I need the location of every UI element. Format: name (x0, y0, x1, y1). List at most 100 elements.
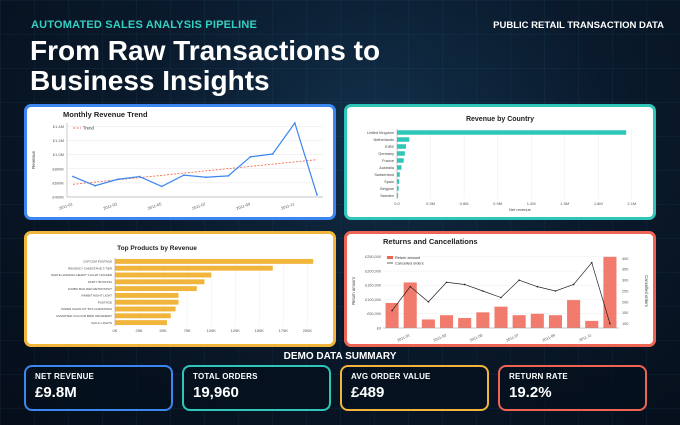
return-bar (403, 282, 417, 328)
product-bar (115, 258, 314, 264)
x-tick-label: 0.3M (426, 201, 435, 206)
data-point (427, 301, 430, 303)
y-tick-label: REGENCY CAKESTAND 3 TIER (68, 266, 113, 270)
y-tick-label: £250,000 (365, 255, 381, 259)
y-tick-label: £150,000 (365, 284, 381, 288)
data-point (160, 185, 163, 188)
product-bar (115, 265, 273, 271)
country-bar (397, 179, 400, 184)
product-bar (115, 320, 167, 326)
return-bar (385, 302, 399, 328)
kpi-card-net-revenue: NET REVENUE £9.8M (24, 365, 173, 411)
monthly-revenue-chart: Monthly Revenue Trend £400K £600K £800K £1.0… (31, 110, 323, 211)
x-tick-label: 175K (279, 328, 289, 333)
y-tick-label: £1.4M (53, 124, 64, 129)
y2-tick-label: 200 (622, 300, 628, 304)
data-point (316, 193, 318, 196)
kpi-value: 19,960 (193, 384, 239, 401)
x-tick-label: 2011-03 (102, 201, 118, 211)
country-bar (397, 151, 405, 156)
data-point (138, 175, 141, 178)
data-point (293, 122, 296, 124)
return-bar (512, 315, 526, 328)
product-bar (115, 286, 197, 292)
data-point (72, 175, 74, 178)
data-point (116, 178, 119, 181)
y-tick-label: £600K (52, 180, 64, 185)
kpi-value: £489 (351, 384, 385, 401)
x-tick-label: 200K (303, 328, 313, 333)
x-tick-label: 50K (160, 328, 167, 333)
product-bar (115, 299, 179, 305)
chart-title: Revenue by Country (466, 116, 534, 123)
x-tick-label: 2011-09 (236, 201, 252, 211)
y-tick-label: POSTAGE (98, 300, 112, 304)
data-point (482, 290, 484, 292)
kpi-card-total-orders: TOTAL ORDERS 19,960 (182, 365, 331, 411)
y-axis-label: Revenue (31, 150, 36, 169)
country-bar (397, 137, 410, 142)
country-bar (397, 130, 627, 135)
legend-label: Cancelled orders (395, 262, 424, 266)
data-point (572, 283, 575, 286)
x-tick-label: 0.0 (394, 201, 400, 206)
product-bar (115, 306, 176, 312)
y-tick-label: WHITE HANGING HEART T-LIGHT HOLDER (51, 273, 113, 277)
data-point (409, 285, 412, 288)
y2-tick-label: 100 (622, 322, 628, 326)
x-tick-label: 0.9M (493, 201, 502, 206)
data-point (445, 281, 448, 284)
x-tick-label: 2011-01 (397, 333, 411, 342)
x-tick-label: 2011-03 (433, 333, 447, 342)
product-bar (115, 272, 212, 278)
y-tick-label: £0 (377, 326, 381, 330)
y2-tick-label: 300 (622, 279, 628, 283)
top-products-chart: Top Products by Revenue 0K 25K 50K 75K 100K 12… (51, 245, 314, 333)
y2-tick-label: 250 (622, 289, 628, 293)
revenue-line (72, 121, 318, 196)
x-tick-label: 150K (255, 328, 265, 333)
pipeline-kicker: AUTOMATED SALES ANALYSIS PIPELINE (31, 19, 258, 31)
y-tick-label: Spain (384, 180, 394, 184)
y2-axis-label: Cancelled orders (644, 275, 649, 307)
y-tick-label: Belgium (380, 187, 394, 191)
product-bar (115, 292, 179, 298)
revenue-by-country-panel: Revenue by Country 0.0 0.3M 0.6M 0.9M 1.2M 1.5… (344, 104, 656, 220)
x-tick-label: 100K (207, 328, 217, 333)
legend-swatch (387, 256, 393, 259)
y-tick-label: Netherlands (374, 138, 395, 142)
x-tick-label: 125K (231, 328, 241, 333)
x-tick-label: 2011-07 (191, 201, 207, 211)
return-bar (548, 315, 562, 328)
data-point (536, 285, 539, 288)
returns-cancellations-chart: Returns and Cancellations £0 £50,000 £100,0… (351, 237, 649, 343)
kpi-label: AVG ORDER VALUE (351, 372, 431, 381)
product-bar (115, 279, 205, 285)
x-tick-label: 0K (113, 328, 118, 333)
country-bar (397, 144, 406, 149)
y2-tick-label: 150 (622, 311, 628, 315)
data-point (609, 322, 611, 325)
kpi-label: TOTAL ORDERS (193, 372, 258, 381)
data-point (463, 283, 466, 286)
chart-title: Returns and Cancellations (383, 237, 478, 246)
legend-label: Return amount (395, 256, 421, 260)
y-tick-label: EIRE (385, 145, 394, 149)
data-source-label: PUBLIC RETAIL TRANSACTION DATA (493, 20, 664, 31)
data-point (271, 153, 274, 155)
x-tick-label: 2011-01 (58, 201, 74, 211)
x-tick-label: 2011-05 (147, 201, 163, 211)
country-bar (397, 193, 399, 198)
x-tick-label: 1.2M (527, 201, 536, 206)
y2-tick-label: 400 (622, 257, 628, 261)
country-bar (397, 186, 399, 191)
return-bar (440, 315, 454, 328)
x-tick-label: 2.1M (627, 201, 636, 206)
y-tick-label: DOTCOM POSTAGE (84, 260, 112, 264)
kpi-label: NET REVENUE (35, 372, 95, 381)
y-tick-label: £200,000 (365, 269, 381, 273)
trend-line (72, 159, 318, 185)
x-tick-label: 25K (135, 328, 142, 333)
top-products-panel: Top Products by Revenue 0K 25K 50K 75K 100K 12… (24, 231, 336, 347)
monthly-revenue-panel: Monthly Revenue Trend £400K £600K £800K £1.0… (24, 104, 336, 220)
